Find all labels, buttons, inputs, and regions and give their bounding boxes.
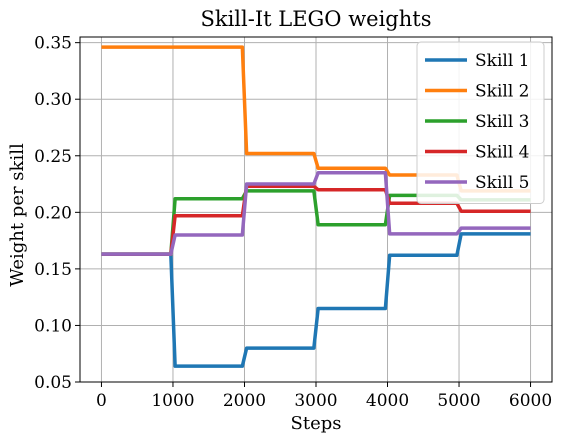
legend-box — [416, 41, 545, 204]
x-tick-label: 6000 — [509, 391, 552, 411]
y-tick-label: 0.15 — [34, 260, 72, 280]
y-tick-label: 0.05 — [34, 373, 72, 393]
x-tick-label: 4000 — [366, 391, 409, 411]
x-tick-label: 5000 — [437, 391, 480, 411]
y-tick-label: 0.10 — [34, 316, 72, 336]
x-tick-label: 0 — [96, 391, 107, 411]
x-axis-label: Steps — [291, 413, 342, 434]
series-line-skill-1 — [101, 232, 531, 368]
y-tick-label: 0.20 — [34, 203, 72, 223]
series-line-skill-4 — [101, 184, 531, 256]
x-tick-label: 2000 — [223, 391, 266, 411]
chart-title: Skill-It LEGO weights — [200, 7, 431, 31]
axis-ticks: 0 1000 2000 3000 4000 5000 6000 0.05 0.10 0.15 0.2… — [34, 34, 552, 411]
y-tick-label: 0.30 — [34, 90, 72, 110]
x-tick-label: 3000 — [294, 391, 337, 411]
legend-label-skill-5: Skill 5 — [475, 173, 529, 193]
y-tick-label: 0.25 — [34, 147, 72, 167]
x-tick-label: 1000 — [151, 391, 194, 411]
legend-label-skill-3: Skill 3 — [475, 112, 529, 132]
y-axis-label: Weight per skill — [7, 143, 28, 287]
legend: Skill 1 Skill 2 Skill 3 Skill 4 Skill 5 — [416, 41, 545, 204]
series-line-skill-5 — [101, 170, 531, 256]
legend-label-skill-1: Skill 1 — [475, 51, 529, 71]
legend-label-skill-4: Skill 4 — [475, 143, 529, 163]
y-tick-label: 0.35 — [34, 34, 72, 54]
legend-label-skill-2: Skill 2 — [475, 82, 529, 102]
